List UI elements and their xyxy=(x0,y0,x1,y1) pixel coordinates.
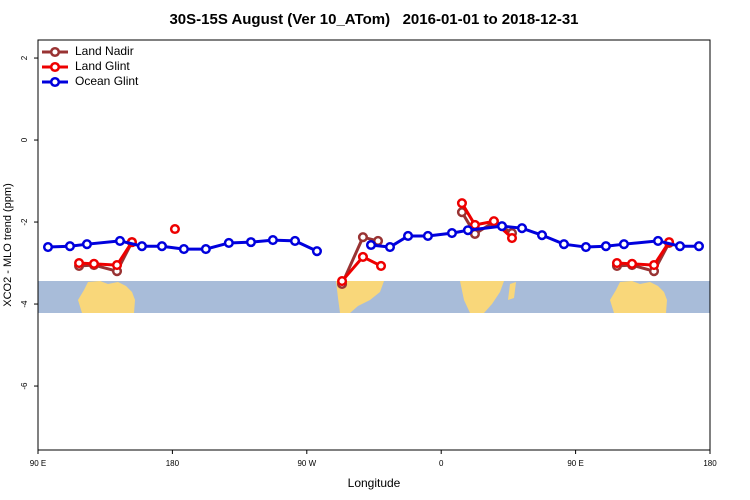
map-strip xyxy=(38,281,710,313)
point xyxy=(311,246,323,257)
legend-label: Land Glint xyxy=(75,59,130,73)
series xyxy=(74,198,675,287)
x-tick-label: 180 xyxy=(703,459,717,468)
legend-swatch xyxy=(49,76,61,88)
point xyxy=(42,242,54,253)
point xyxy=(245,237,256,248)
x-tick-label: 90 E xyxy=(30,459,46,468)
point xyxy=(626,258,638,269)
legend-swatch xyxy=(49,46,61,58)
point xyxy=(178,244,189,255)
point xyxy=(516,223,528,234)
series xyxy=(42,221,704,257)
x-tick-label: 90 W xyxy=(297,459,316,468)
point xyxy=(462,225,473,236)
point xyxy=(652,235,664,246)
point xyxy=(446,228,458,239)
y-axis-label: XCO2 - MLO trend (ppm) xyxy=(2,183,14,306)
plot-frame xyxy=(37,39,711,451)
point xyxy=(536,230,548,241)
point xyxy=(402,230,414,242)
chart-title: 30S-15S August (Ver 10_ATom) 2016-01-01 … xyxy=(169,11,578,28)
point xyxy=(611,257,623,269)
point xyxy=(600,241,611,252)
point xyxy=(88,258,100,269)
point xyxy=(169,223,180,235)
point xyxy=(580,242,591,253)
point xyxy=(64,241,76,252)
y-tick-label: -4 xyxy=(20,300,29,308)
point xyxy=(365,239,377,251)
point xyxy=(336,276,348,287)
point xyxy=(156,241,167,252)
x-tick-label: 180 xyxy=(166,459,180,468)
point xyxy=(74,257,85,269)
point xyxy=(456,198,468,209)
legend-label: Ocean Glint xyxy=(75,74,139,88)
point xyxy=(289,235,301,246)
y-tick-label: -6 xyxy=(20,382,29,390)
point xyxy=(693,241,704,252)
point xyxy=(648,260,660,271)
x-tick-label: 0 xyxy=(439,459,444,468)
point xyxy=(422,230,433,242)
y-tick-label: 0 xyxy=(20,137,29,142)
point xyxy=(375,260,387,271)
point xyxy=(81,239,93,250)
point xyxy=(674,241,686,252)
point xyxy=(558,239,570,250)
point xyxy=(496,221,508,232)
point xyxy=(223,237,234,248)
y-tick-label: 2 xyxy=(20,55,29,60)
point xyxy=(506,232,518,244)
point xyxy=(618,239,630,250)
point xyxy=(488,216,499,227)
legend-label: Land Nadir xyxy=(75,44,134,58)
point xyxy=(357,232,368,243)
point xyxy=(114,235,126,246)
point xyxy=(357,251,368,262)
point xyxy=(267,235,278,246)
point xyxy=(111,260,123,271)
x-axis-label: Longitude xyxy=(348,476,401,490)
point xyxy=(136,241,147,252)
point xyxy=(200,244,211,255)
point xyxy=(384,242,396,253)
y-tick-label: -2 xyxy=(20,218,29,226)
legend-swatch xyxy=(49,61,61,73)
x-tick-label: 90 E xyxy=(567,459,583,468)
